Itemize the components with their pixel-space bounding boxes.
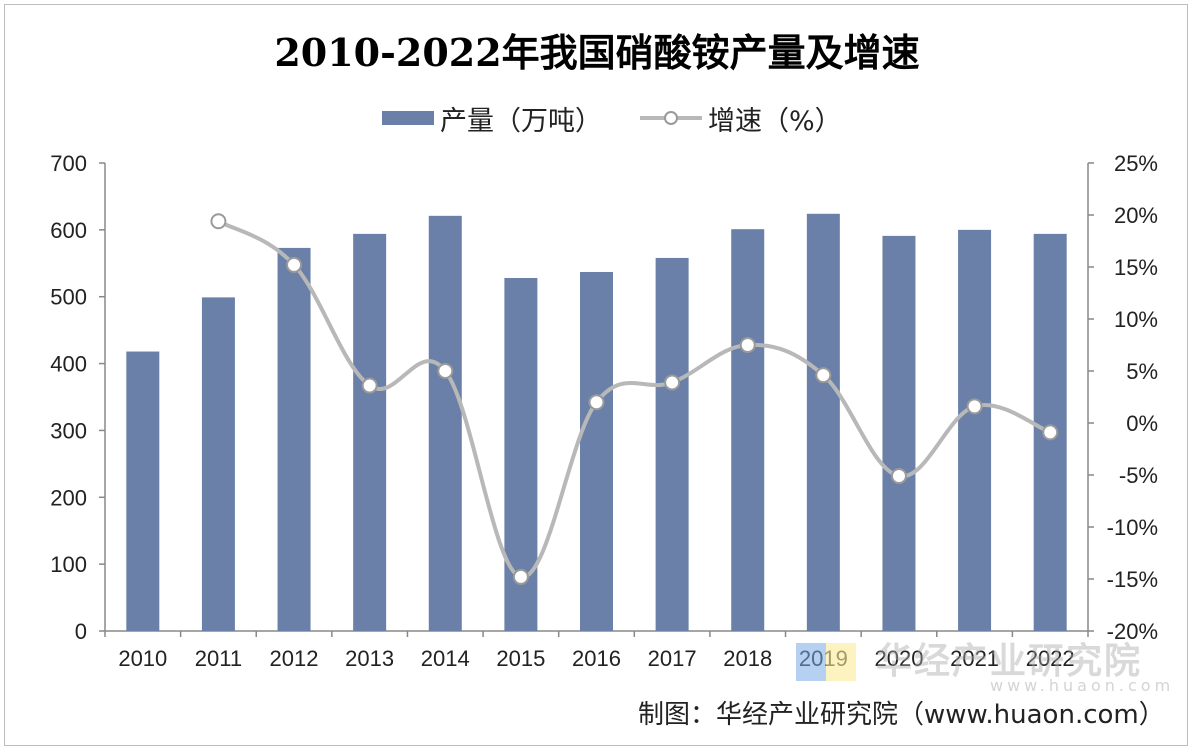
bar-production-2021 (958, 229, 992, 631)
left-axis-tick-label: 100 (50, 552, 87, 577)
x-axis-tick-label: 2016 (572, 646, 621, 671)
right-axis-tick-label: -15% (1107, 567, 1158, 592)
source-credit: 制图：华经产业研究院（www.huaon.com） (638, 700, 1165, 730)
left-axis-tick-label: 200 (50, 485, 87, 510)
legend-label-growth: 增速（%） (708, 105, 842, 137)
bar-production-2020 (882, 235, 916, 632)
right-axis-tick-label: 0% (1126, 411, 1158, 436)
legend-line-swatch (640, 111, 702, 125)
growth-point-2011 (210, 213, 227, 230)
right-axis-tick-label: -20% (1107, 619, 1158, 644)
x-axis-tick-label: 2010 (118, 646, 167, 671)
legend: 产量（万吨） 增速（%） (0, 98, 1194, 138)
legend-bar-swatch (382, 111, 434, 125)
growth-point-2017 (664, 374, 681, 391)
x-axis-tick-label: 2011 (195, 646, 242, 671)
bar-production-2011 (201, 297, 235, 631)
right-axis-tick-label: 5% (1126, 359, 1158, 384)
watermark-url: www.huaon.com (990, 676, 1175, 695)
x-axis-tick-label: 2012 (270, 646, 319, 671)
left-axis-tick-label: 0 (75, 619, 87, 644)
right-axis-tick-label: -5% (1119, 463, 1158, 488)
bar-production-2014 (428, 215, 462, 631)
watermark-blue-block (796, 643, 826, 681)
bar-production-2017 (655, 257, 689, 631)
left-axis-tick-label: 600 (50, 218, 87, 243)
bar-production-2019 (806, 213, 840, 631)
right-axis-tick-label: 20% (1114, 203, 1158, 228)
growth-line (217, 219, 1051, 579)
growth-point-2022 (1042, 424, 1059, 441)
x-axis-tick-label: 2013 (345, 646, 394, 671)
growth-point-2020 (890, 468, 907, 485)
x-axis-tick-label: 2022 (1026, 646, 1075, 671)
bar-production-2012 (277, 247, 311, 631)
x-axis-tick-label: 2014 (421, 646, 470, 671)
right-axis-tick-label: 25% (1114, 151, 1158, 176)
left-axis-tick-label: 300 (50, 418, 87, 443)
bar-production-2010 (126, 351, 160, 631)
bar-production-2013 (353, 233, 387, 631)
growth-point-2016 (588, 394, 605, 411)
growth-point-2015 (512, 568, 529, 585)
legend-item-growth: 增速（%） (640, 98, 842, 138)
x-axis-tick-label: 2020 (874, 646, 923, 671)
right-axis-tick-label: 10% (1114, 307, 1158, 332)
x-axis-tick-label: 2017 (648, 646, 697, 671)
watermark-yellow-block (826, 643, 856, 681)
x-axis-tick-label: 2015 (496, 646, 545, 671)
right-axis-tick-label: 15% (1114, 255, 1158, 280)
growth-point-2014 (437, 363, 454, 379)
x-axis-tick-label: 2018 (723, 646, 772, 671)
watermark-text: 华经产业研究院 (876, 641, 1143, 682)
growth-point-2021 (966, 398, 983, 415)
left-axis-tick-label: 500 (50, 285, 87, 310)
right-axis-tick-label: -10% (1107, 515, 1158, 540)
chart-title: 2010-2022年我国硝酸铵产量及增速 (274, 30, 920, 75)
x-axis-tick-label: 2021 (950, 646, 999, 671)
bar-production-2018 (731, 229, 765, 631)
left-axis-tick-label: 700 (50, 151, 87, 176)
legend-item-production: 产量（万吨） (382, 98, 602, 138)
legend-label-production: 产量（万吨） (440, 105, 602, 137)
growth-point-2018 (739, 337, 756, 353)
bar-production-2016 (580, 271, 613, 631)
growth-point-2012 (286, 256, 303, 273)
left-axis-tick-label: 400 (50, 352, 87, 377)
growth-point-2013 (361, 377, 378, 394)
growth-point-2019 (815, 367, 832, 384)
